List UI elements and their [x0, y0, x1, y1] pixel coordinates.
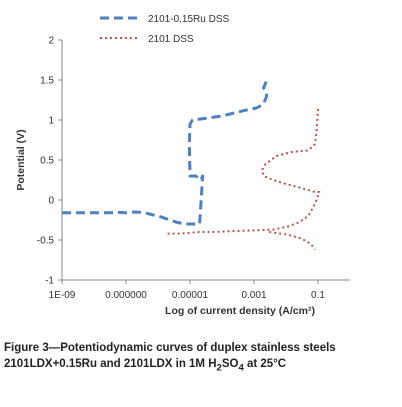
caption-sub-2: 2 — [216, 362, 222, 374]
caption-line-1: Figure 3—Potentiodynamic curves of duple… — [4, 342, 336, 354]
x-tick-label: 1E-09 — [49, 290, 76, 301]
y-axis-label: Potential (V) — [15, 129, 27, 190]
caption-line-2-prefix: 2101LDX+0.15Ru and 2101LDX in 1M H — [4, 358, 217, 370]
x-tick-label: 0.00001 — [172, 290, 209, 301]
y-tick-label: 2 — [48, 36, 54, 47]
figure-caption: Figure 3—Potentiodynamic curves of duple… — [4, 340, 398, 376]
y-tick-label: 0 — [48, 196, 54, 207]
caption-line-2-mid: SO — [221, 358, 239, 370]
legend-label-ru: 2101-0.15Ru DSS — [148, 14, 229, 25]
x-tick-label: 0.1 — [311, 290, 325, 301]
series-layer — [62, 81, 321, 251]
x-tick-label: 0.001 — [241, 290, 266, 301]
y-tick-label: 1 — [48, 116, 54, 127]
x-ticks: 1E-09 0.000000 0.00001 0.001 0.1 — [49, 280, 325, 301]
legend-label-2101: 2101 DSS — [148, 34, 194, 45]
polarization-chart: 2101-0.15Ru DSS 2101 DSS -1 -0.5 0 0.5 1 1.5 2… — [15, 14, 350, 317]
y-tick-label: 1.5 — [40, 76, 54, 87]
series-line-1 — [167, 107, 321, 235]
x-tick-label: 0.000000 — [105, 290, 147, 301]
legend: 2101-0.15Ru DSS 2101 DSS — [100, 14, 229, 45]
y-tick-label: -0.5 — [37, 236, 55, 247]
series-line-0 — [62, 81, 269, 226]
y-tick-label: -1 — [45, 276, 54, 287]
y-ticks: -1 -0.5 0 0.5 1 1.5 2 — [37, 36, 62, 287]
caption-sub-4: 4 — [238, 362, 244, 374]
y-tick-label: 0.5 — [40, 156, 54, 167]
caption-line-2: 2101LDX+0.15Ru and 2101LDX in 1M H2SO4 a… — [4, 356, 398, 376]
caption-line-2-suffix: at 25°C — [243, 358, 287, 370]
series-line-2 — [269, 231, 316, 251]
x-axis-label: Log of current density (A/cm²) — [165, 305, 315, 317]
